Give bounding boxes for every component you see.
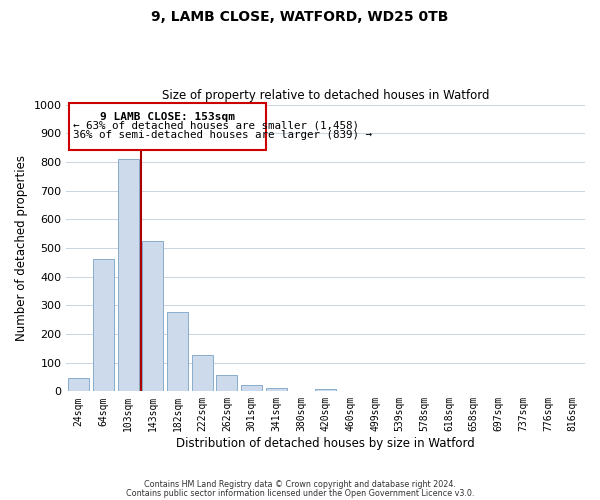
Text: Contains HM Land Registry data © Crown copyright and database right 2024.: Contains HM Land Registry data © Crown c… — [144, 480, 456, 489]
Text: 36% of semi-detached houses are larger (839) →: 36% of semi-detached houses are larger (… — [73, 130, 371, 140]
Text: 9 LAMB CLOSE: 153sqm: 9 LAMB CLOSE: 153sqm — [100, 112, 235, 122]
Bar — [68, 378, 89, 392]
X-axis label: Distribution of detached houses by size in Watford: Distribution of detached houses by size … — [176, 437, 475, 450]
Bar — [192, 356, 213, 392]
Y-axis label: Number of detached properties: Number of detached properties — [15, 155, 28, 341]
Bar — [167, 312, 188, 392]
Bar — [69, 103, 266, 150]
Bar — [241, 385, 262, 392]
Text: 9, LAMB CLOSE, WATFORD, WD25 0TB: 9, LAMB CLOSE, WATFORD, WD25 0TB — [151, 10, 449, 24]
Text: Contains public sector information licensed under the Open Government Licence v3: Contains public sector information licen… — [126, 488, 474, 498]
Bar — [118, 159, 139, 392]
Bar — [93, 260, 114, 392]
Bar — [315, 389, 336, 392]
Text: ← 63% of detached houses are smaller (1,458): ← 63% of detached houses are smaller (1,… — [73, 120, 359, 130]
Bar — [266, 388, 287, 392]
Bar — [217, 374, 238, 392]
Title: Size of property relative to detached houses in Watford: Size of property relative to detached ho… — [162, 89, 490, 102]
Bar — [142, 241, 163, 392]
